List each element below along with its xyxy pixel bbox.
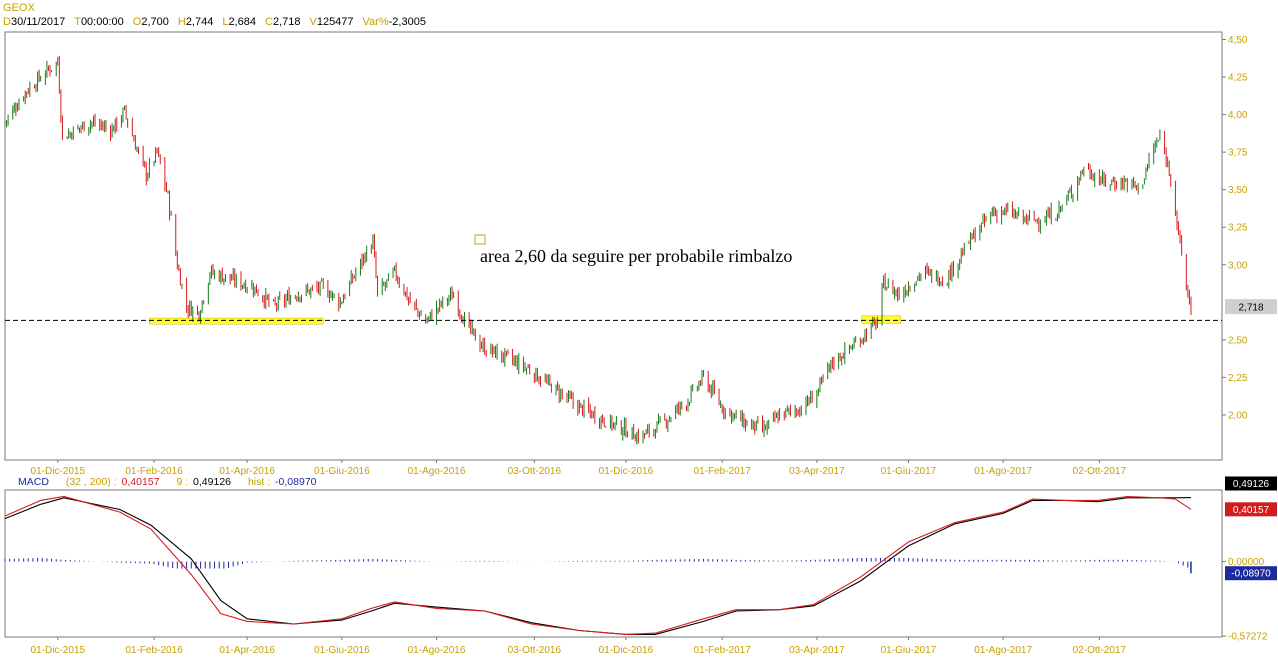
x-tick-label: 01-Dic-2015 bbox=[31, 466, 86, 477]
hist-value: -0,08970 bbox=[275, 476, 317, 488]
x-tick-label: 01-Feb-2017 bbox=[694, 645, 752, 656]
field-label: D bbox=[3, 16, 11, 28]
field-value: -2,3005 bbox=[388, 16, 426, 28]
field-value: 2,718 bbox=[272, 16, 301, 28]
x-axis-labels-bottom: 01-Dic-2015 01-Feb-2016 01-Apr-2016 01-Giu-… bbox=[31, 637, 1127, 656]
y-tick-label: 3,50 bbox=[1228, 185, 1248, 196]
price-panel: 4,50 4,25 4,00 3,75 3,50 3,25 3,00 2,50 2,25 2,00… bbox=[4, 31, 1277, 461]
x-tick-label: 01-Apr-2016 bbox=[219, 466, 275, 477]
x-tick-label: 02-Ott-2017 bbox=[1073, 466, 1127, 477]
y-tick-label: 2,00 bbox=[1228, 410, 1248, 421]
x-tick-label: 01-Dic-2015 bbox=[31, 645, 86, 656]
x-tick-label: 02-Ott-2017 bbox=[1073, 645, 1127, 656]
symbol-title: GEOX bbox=[3, 2, 35, 14]
y-tick-label: -0,57272 bbox=[1228, 632, 1268, 643]
ohlc-info-bar: D30/11/2017 T00:00:00 O2,700 H2,744 L2,684 C2… bbox=[3, 16, 435, 28]
chart-annotation: area 2,60 da seguire per probabile rimba… bbox=[480, 246, 792, 266]
field-label: H bbox=[177, 16, 186, 28]
y-tick-label: 3,25 bbox=[1228, 223, 1248, 234]
support-highlight-zone bbox=[861, 315, 901, 324]
hist-value-tag-box bbox=[1225, 566, 1277, 581]
x-tick-label: 01-Feb-2016 bbox=[125, 645, 183, 656]
price-frame bbox=[4, 31, 1223, 461]
field-label: O bbox=[132, 16, 142, 28]
hist-value-tag: -0,08970 bbox=[1231, 569, 1271, 580]
x-tick-label: 01-Ago-2016 bbox=[408, 466, 466, 477]
field-value: 2,744 bbox=[185, 16, 214, 28]
signal-line bbox=[4, 497, 1192, 635]
x-tick-label: 03-Ott-2016 bbox=[508, 466, 562, 477]
field-label: C bbox=[265, 16, 273, 28]
x-tick-label: 01-Giu-2017 bbox=[881, 466, 937, 477]
field-value: 00:00:00 bbox=[80, 16, 124, 28]
field-value: 2,700 bbox=[141, 16, 169, 28]
x-tick-label: 01-Dic-2016 bbox=[599, 466, 654, 477]
signal-value: 0,49126 bbox=[193, 476, 232, 488]
x-tick-label: 03-Ott-2016 bbox=[508, 645, 562, 656]
field-label: L bbox=[222, 16, 229, 28]
x-axis-labels: 01-Dic-2015 01-Feb-2016 01-Apr-2016 01-Giu-… bbox=[31, 460, 1127, 477]
annotation-marker bbox=[474, 234, 486, 245]
last-price-box bbox=[1225, 299, 1277, 315]
last-price-label: 2,718 bbox=[1238, 303, 1263, 314]
field-value: 125477 bbox=[316, 16, 354, 28]
signal-label: 9 : bbox=[176, 476, 189, 488]
signal-value-tag-box bbox=[1225, 476, 1277, 491]
x-tick-label: 03-Apr-2017 bbox=[789, 466, 845, 477]
field-value: 2,684 bbox=[228, 16, 256, 28]
x-tick-label: 01-Ago-2016 bbox=[408, 645, 466, 656]
hist-label: hist : bbox=[247, 476, 271, 488]
y-tick-label: 4,00 bbox=[1228, 110, 1248, 121]
field-label: T bbox=[74, 16, 81, 28]
y-tick-label: 2,25 bbox=[1228, 373, 1248, 384]
y-tick-label: 0,00000 bbox=[1228, 557, 1265, 568]
macd-panel: 0,00000 -0,57272 0,49126 0,40157 -0,08970 bbox=[4, 476, 1277, 643]
x-tick-label: 03-Apr-2017 bbox=[789, 645, 845, 656]
macd-value-tag-box bbox=[1225, 502, 1277, 517]
macd-value-tag: 0,40157 bbox=[1233, 505, 1270, 516]
x-tick-label: 01-Giu-2016 bbox=[314, 466, 370, 477]
y-tick-label: 2,50 bbox=[1228, 335, 1248, 346]
signal-value-tag: 0,49126 bbox=[1233, 479, 1270, 490]
x-tick-label: 01-Ago-2017 bbox=[974, 466, 1032, 477]
macd-name: MACD bbox=[18, 476, 49, 488]
y-tick-label: 4,25 bbox=[1228, 73, 1248, 84]
x-tick-label: 01-Giu-2017 bbox=[881, 645, 937, 656]
macd-info-bar: MACD (32 , 200) : 0,40157 9 : 0,49126 hi… bbox=[18, 476, 317, 488]
macd-params: (32 , 200) : bbox=[65, 476, 117, 488]
y-tick-label: 3,00 bbox=[1228, 260, 1248, 271]
macd-value: 0,40157 bbox=[121, 476, 160, 488]
x-tick-label: 01-Feb-2017 bbox=[694, 466, 752, 477]
candles bbox=[4, 55, 1192, 445]
macd-line bbox=[4, 495, 1192, 635]
x-tick-label: 01-Dic-2016 bbox=[599, 645, 654, 656]
y-tick-label: 3,75 bbox=[1228, 148, 1248, 159]
x-tick-label: 01-Feb-2016 bbox=[125, 466, 183, 477]
y-tick-label: 4,50 bbox=[1228, 35, 1248, 46]
x-tick-label: 01-Ago-2017 bbox=[974, 645, 1032, 656]
field-label: Var% bbox=[362, 16, 389, 28]
macd-frame bbox=[4, 489, 1223, 638]
x-tick-label: 01-Apr-2016 bbox=[219, 645, 275, 656]
histogram bbox=[4, 557, 1192, 574]
x-tick-label: 01-Giu-2016 bbox=[314, 645, 370, 656]
field-label: V bbox=[309, 16, 317, 28]
field-value: 30/11/2017 bbox=[10, 16, 66, 28]
support-highlight-zone bbox=[149, 317, 324, 325]
